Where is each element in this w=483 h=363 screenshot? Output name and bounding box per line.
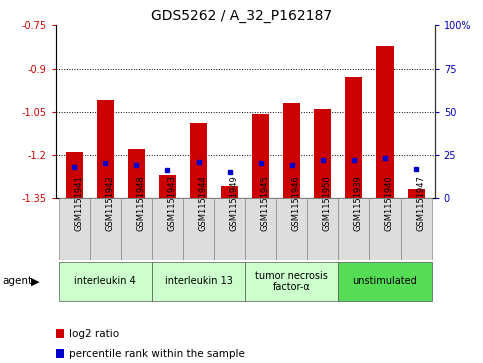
Bar xyxy=(58,262,152,301)
Text: log2 ratio: log2 ratio xyxy=(69,329,119,339)
Text: GSM1151940: GSM1151940 xyxy=(385,175,394,231)
Text: GSM1151941: GSM1151941 xyxy=(74,175,83,231)
Bar xyxy=(376,45,394,198)
Text: interleukin 13: interleukin 13 xyxy=(165,276,232,286)
Text: GSM1151946: GSM1151946 xyxy=(292,175,301,231)
Bar xyxy=(314,109,331,198)
Bar xyxy=(245,198,276,260)
Text: unstimulated: unstimulated xyxy=(353,276,417,286)
Text: ▶: ▶ xyxy=(30,276,39,286)
Text: GSM1151949: GSM1151949 xyxy=(229,175,239,231)
Bar xyxy=(408,189,425,198)
Bar xyxy=(128,149,145,198)
Text: GSM1151950: GSM1151950 xyxy=(323,175,332,231)
Text: tumor necrosis
factor-α: tumor necrosis factor-α xyxy=(256,270,328,292)
Text: GSM1151945: GSM1151945 xyxy=(261,175,270,231)
Bar xyxy=(90,198,121,260)
Bar xyxy=(276,198,307,260)
Bar xyxy=(283,103,300,198)
Text: GSM1151943: GSM1151943 xyxy=(168,175,176,231)
Bar xyxy=(159,175,176,198)
Bar xyxy=(221,186,238,198)
Text: GSM1151939: GSM1151939 xyxy=(354,175,363,231)
Bar xyxy=(252,114,269,198)
Bar xyxy=(214,198,245,260)
Bar xyxy=(97,100,114,198)
Text: GDS5262 / A_32_P162187: GDS5262 / A_32_P162187 xyxy=(151,9,332,23)
Text: percentile rank within the sample: percentile rank within the sample xyxy=(69,349,245,359)
Bar xyxy=(152,262,245,301)
Text: GSM1151942: GSM1151942 xyxy=(105,175,114,231)
Bar xyxy=(190,123,207,198)
Text: GSM1151948: GSM1151948 xyxy=(136,175,145,231)
Bar xyxy=(339,198,369,260)
Bar xyxy=(152,198,183,260)
Bar xyxy=(345,77,362,198)
Bar xyxy=(400,198,432,260)
Bar xyxy=(307,198,339,260)
Text: agent: agent xyxy=(2,276,32,286)
Bar xyxy=(183,198,214,260)
Bar xyxy=(369,198,400,260)
Bar xyxy=(58,198,90,260)
Bar xyxy=(121,198,152,260)
Bar xyxy=(66,152,83,198)
Text: GSM1151944: GSM1151944 xyxy=(199,175,208,231)
Bar xyxy=(245,262,339,301)
Text: GSM1151947: GSM1151947 xyxy=(416,175,425,231)
Text: interleukin 4: interleukin 4 xyxy=(74,276,136,286)
Bar xyxy=(339,262,432,301)
